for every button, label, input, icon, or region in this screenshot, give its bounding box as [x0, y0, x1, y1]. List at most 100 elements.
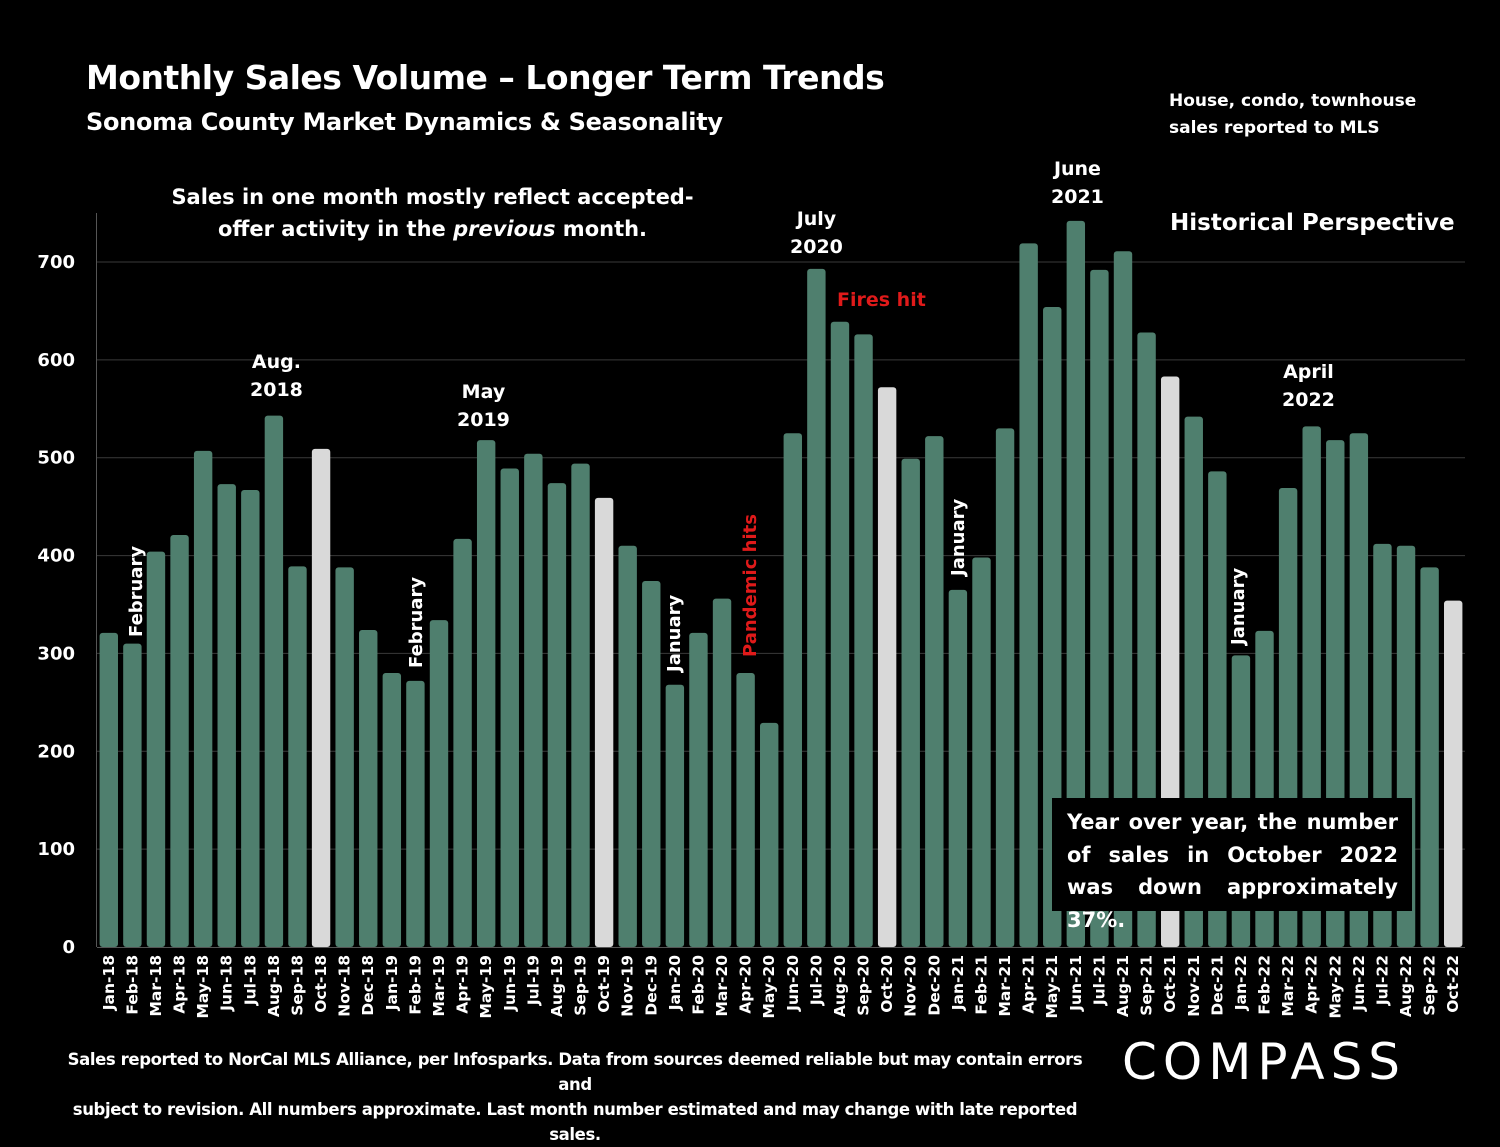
bar-sep-20: [854, 334, 873, 947]
y-tick-label: 100: [37, 839, 75, 860]
section-label: Historical Perspective: [1170, 210, 1455, 236]
bar-jul-21: [1090, 269, 1109, 947]
bar-jan-19: [382, 673, 402, 947]
annotation-line: July: [796, 208, 837, 230]
bar-mar-19: [429, 620, 449, 947]
bar-may-20: [760, 722, 779, 947]
offer-note-text: offer activity in the: [217, 217, 454, 241]
bar-nov-20: [901, 458, 920, 947]
x-tick-label: Jun-22: [1350, 955, 1368, 1012]
x-tick-label: Jul-20: [807, 955, 825, 1006]
y-tick-label: 600: [37, 350, 75, 371]
bar-jan-20: [665, 684, 685, 947]
bar-aug-18: [264, 415, 284, 947]
footer-disclaimer: Sales reported to NorCal MLS Alliance, p…: [60, 1047, 1090, 1147]
x-tick-label: Dec-20: [925, 955, 943, 1016]
bar-may-19: [476, 440, 496, 947]
x-tick-label: Oct-21: [1161, 955, 1179, 1013]
bar-aug-21: [1113, 251, 1133, 947]
x-tick-label: Feb-20: [689, 955, 707, 1015]
bar-feb-21: [972, 557, 991, 947]
annotation-line: April: [1283, 361, 1334, 383]
bar-jan-21: [948, 589, 968, 947]
x-tick-label: May-21: [1043, 955, 1061, 1019]
offer-note-text-end: month.: [555, 217, 648, 241]
x-tick-label: Feb-19: [406, 955, 424, 1015]
offer-note-emphasis: previous: [453, 217, 556, 241]
annotation-fires-hit: Fires hit: [837, 289, 926, 311]
x-tick-label: Apr-20: [737, 955, 755, 1014]
x-tick-label: Apr-21: [1020, 955, 1038, 1014]
y-tick-label: 400: [37, 546, 75, 567]
x-tick-label: Oct-19: [595, 955, 613, 1013]
offer-note: Sales in one month mostly reflect accept…: [150, 181, 715, 245]
bar-nov-19: [618, 545, 637, 947]
x-tick-label: Jul-19: [524, 955, 542, 1006]
x-tick-label: Jun-18: [218, 955, 236, 1012]
bar-mar-20: [712, 598, 732, 947]
x-tick-label: Sep-22: [1421, 955, 1439, 1016]
bar-sep-18: [288, 566, 307, 947]
scope-note-line2: sales reported to MLS: [1169, 118, 1380, 138]
y-tick-label: 0: [62, 937, 75, 958]
x-tick-label: Jan-20: [666, 955, 684, 1011]
bar-oct-20: [877, 387, 897, 947]
footer-line1: Sales reported to NorCal MLS Alliance, p…: [67, 1050, 1083, 1094]
compass-logo: COMPASS: [1122, 1033, 1407, 1091]
annotation-line: 2018: [250, 379, 303, 401]
x-tick-label: Dec-19: [642, 955, 660, 1016]
bar-sep-19: [571, 463, 590, 947]
bar-jun-19: [500, 468, 519, 947]
bar-feb-18: [123, 643, 142, 947]
x-tick-label: Feb-18: [123, 955, 141, 1015]
bar-dec-18: [359, 629, 378, 947]
y-tick-label: 200: [37, 741, 75, 762]
bar-jun-21: [1066, 220, 1086, 947]
bar-jun-18: [217, 484, 236, 947]
bar-apr-21: [1019, 243, 1038, 947]
bar-mar-21: [995, 428, 1015, 947]
x-tick-label: Dec-18: [359, 955, 377, 1016]
bar-jan-18: [99, 632, 118, 947]
x-tick-label: Sep-21: [1138, 955, 1156, 1016]
annotation-line: 2019: [457, 409, 510, 431]
scope-note: House, condo, townhouse sales reported t…: [1169, 88, 1449, 142]
bar-dec-19: [642, 581, 661, 947]
bar-apr-20: [736, 673, 755, 947]
bar-dec-20: [925, 436, 944, 947]
y-tick-label: 500: [37, 448, 75, 469]
offer-note-line2: offer activity in the previous month.: [150, 213, 715, 245]
x-tick-label: Aug-19: [548, 955, 566, 1017]
x-tick-label: Aug-20: [831, 955, 849, 1017]
offer-note-line1: Sales in one month mostly reflect accept…: [171, 185, 694, 209]
bar-mar-18: [146, 551, 166, 947]
bar-feb-20: [689, 632, 708, 947]
annotation-line: 2021: [1051, 186, 1104, 208]
chart-subtitle: Sonoma County Market Dynamics & Seasonal…: [86, 108, 723, 136]
x-tick-label: Feb-21: [972, 955, 990, 1015]
x-tick-label: Apr-18: [171, 955, 189, 1014]
x-tick-label: Oct-22: [1444, 955, 1462, 1013]
x-tick-label: Jul-18: [241, 955, 259, 1006]
x-tick-label: Sep-19: [572, 955, 590, 1016]
x-tick-label: Apr-22: [1303, 955, 1321, 1014]
x-tick-label: Jul-22: [1373, 955, 1391, 1006]
annotation-february-2018: February: [126, 545, 147, 637]
annotation-january-2020: January: [664, 594, 685, 672]
chart-title: Monthly Sales Volume – Longer Term Trend…: [86, 58, 885, 97]
annotation-line: Aug.: [251, 351, 301, 373]
bar-jul-20: [807, 268, 826, 948]
bar-nov-18: [335, 567, 354, 947]
annotation-january-2021: January: [948, 498, 969, 576]
x-tick-label: Oct-18: [312, 955, 330, 1013]
x-tick-label: Aug-22: [1397, 955, 1415, 1017]
x-tick-label: May-20: [760, 955, 778, 1019]
y-tick-label: 700: [37, 252, 75, 273]
annotation-february-2019: February: [406, 576, 427, 668]
bar-sep-21: [1137, 332, 1156, 947]
footer-line2: subject to revision. All numbers approxi…: [72, 1100, 1078, 1144]
bar-jun-20: [783, 433, 802, 947]
annotation-aug-2018: Aug. 2018: [250, 348, 303, 404]
x-tick-label: Jun-21: [1067, 955, 1085, 1012]
x-tick-label: Aug-21: [1114, 955, 1132, 1017]
